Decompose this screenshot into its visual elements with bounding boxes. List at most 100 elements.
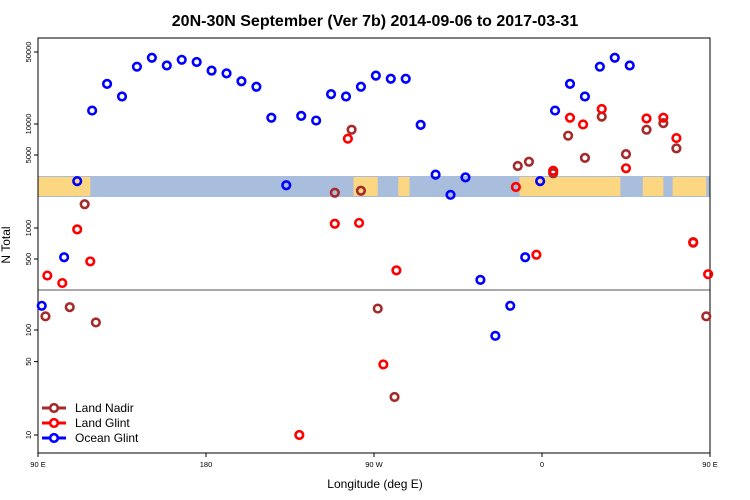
ocean-glint-point <box>146 52 157 63</box>
ocean-glint-point <box>266 112 277 123</box>
ocean-glint-point <box>400 73 411 84</box>
ocean-glint-point <box>355 81 367 92</box>
land-nadir-point <box>64 302 75 313</box>
land-nadir-point <box>579 152 591 163</box>
ocean-glint-point <box>206 65 217 76</box>
x-tick-label: 180 <box>200 460 213 469</box>
ocean-glint-point <box>116 91 128 102</box>
data-points <box>36 52 714 441</box>
ocean-glint-point <box>579 91 591 102</box>
x-tick-label: 90 E <box>702 460 717 469</box>
y-tick-label: 500 <box>24 253 33 266</box>
x-tick-label: 90 E <box>30 460 45 469</box>
ocean-glint-point <box>460 172 471 183</box>
land-glint-point <box>510 181 521 193</box>
land-glint-point <box>577 119 589 130</box>
land-nadir-point <box>329 187 340 198</box>
ocean-glint-point <box>191 56 202 68</box>
ocean-glint-point <box>87 105 98 116</box>
land-glint-point <box>57 277 68 289</box>
x-axis-label: Longitude (deg E) <box>327 477 422 491</box>
ocean-glint-point <box>161 60 172 71</box>
y-tick-label: 10 <box>24 431 33 439</box>
land-nadir-point <box>355 185 367 196</box>
ocean-glint-point <box>251 81 262 92</box>
ocean-glint-point <box>236 76 247 87</box>
ocean-glint-point <box>594 61 605 72</box>
land-glint-point <box>620 163 632 174</box>
legend-label: Ocean Glint <box>75 431 139 445</box>
land-mass <box>38 177 76 196</box>
legend-marker <box>48 402 60 414</box>
land-nadir-point <box>389 391 400 403</box>
ocean-glint-point <box>385 73 396 84</box>
ocean-glint-point <box>370 70 381 81</box>
ocean-glint-point <box>221 68 232 79</box>
legend-marker <box>48 432 60 444</box>
land-glint-point <box>378 359 389 370</box>
ocean-glint-point <box>59 252 70 263</box>
land-glint-point <box>85 256 96 267</box>
y-tick-label: 1000 <box>24 220 33 237</box>
land-glint-point <box>72 224 83 235</box>
land-nadir-point <box>523 156 535 167</box>
land-glint-point <box>342 133 353 144</box>
land-mass <box>672 177 707 196</box>
y-axis-label: N Total <box>0 226 13 263</box>
ocean-glint-point <box>131 61 143 72</box>
land-mass <box>519 177 542 196</box>
ocean-glint-point <box>549 105 561 116</box>
ocean-glint-point <box>36 300 47 311</box>
ocean-glint-point <box>624 60 635 71</box>
land-mass <box>75 177 91 196</box>
land-glint-point <box>703 269 714 280</box>
ocean-glint-point <box>101 78 113 90</box>
ocean-glint-point <box>176 54 187 65</box>
land-nadir-point <box>658 118 669 129</box>
land-glint-point <box>688 237 699 248</box>
land-nadir-point <box>40 311 51 322</box>
land-mass <box>542 177 621 196</box>
ocean-glint-point <box>281 180 292 191</box>
world-map-strip <box>38 176 710 197</box>
land-glint-point <box>564 112 576 123</box>
land-glint-point <box>391 265 402 276</box>
land-nadir-point <box>372 303 383 314</box>
land-glint-point <box>42 270 53 281</box>
land-nadir-point <box>563 130 574 141</box>
land-nadir-point <box>620 149 632 160</box>
y-tick-label: 50 <box>24 357 33 365</box>
ocean-glint-point <box>72 176 83 187</box>
land-glint-point <box>294 429 305 441</box>
chart-title: 20N-30N September (Ver 7b) 2014-09-06 to… <box>172 13 579 30</box>
ocean-glint-point <box>415 119 426 130</box>
ocean-glint-point <box>490 330 501 341</box>
ocean-glint-point <box>430 169 441 180</box>
ocean-glint-point <box>311 115 322 126</box>
legend-label: Land Nadir <box>75 401 134 415</box>
land-nadir-point <box>512 160 523 172</box>
land-mass <box>353 177 378 196</box>
land-glint-point <box>596 103 607 115</box>
land-glint-point <box>641 113 652 124</box>
x-tick-label: 0 <box>540 460 544 469</box>
land-glint-point <box>658 112 669 123</box>
y-tick-label: 50000 <box>24 42 33 63</box>
land-nadir-point <box>701 311 712 322</box>
land-glint-point <box>329 218 340 229</box>
ocean-glint-point <box>296 110 307 121</box>
ocean-glint-point <box>520 252 531 263</box>
ocean-glint-point <box>475 274 486 286</box>
land-mass <box>642 177 664 196</box>
ocean-glint-point <box>609 52 620 63</box>
land-mass <box>398 177 410 196</box>
land-nadir-point <box>79 199 90 210</box>
ocean-glint-point <box>505 300 516 311</box>
y-tick-label: 5000 <box>24 147 33 164</box>
y-tick-label: 10000 <box>24 114 33 135</box>
ocean-glint-point <box>340 91 352 102</box>
land-nadir-point <box>641 124 652 135</box>
